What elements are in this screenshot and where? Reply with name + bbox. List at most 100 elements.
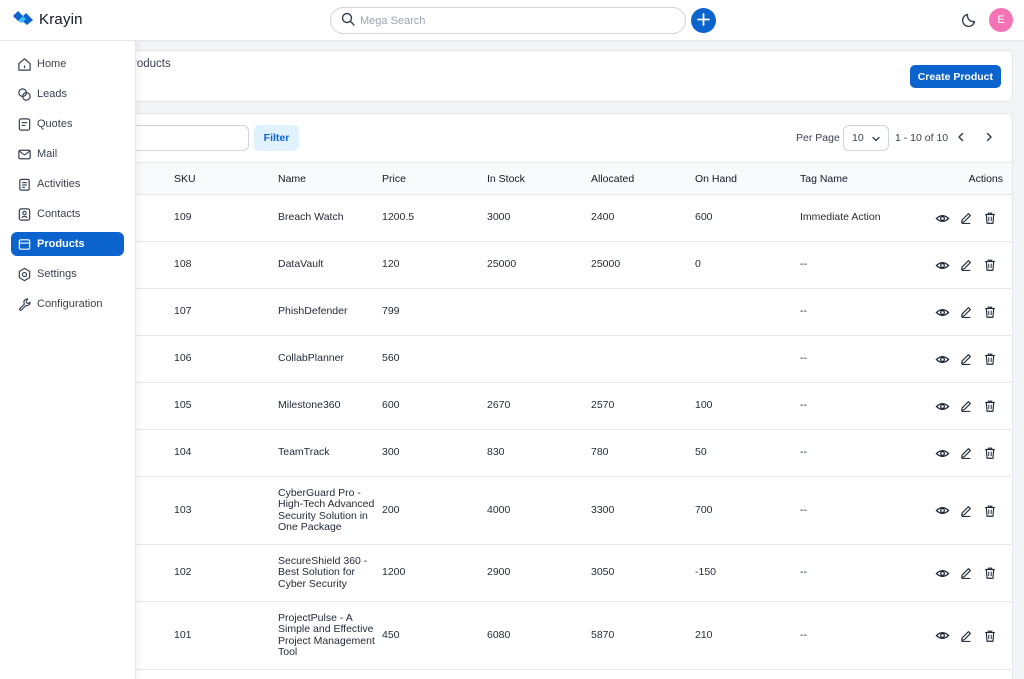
products-table: SKU Name Price In Stock Allocated On Han…: [121, 162, 1012, 670]
header-tag-name[interactable]: Tag Name: [800, 162, 914, 195]
sidebar-item-configuration[interactable]: Configuration: [11, 292, 124, 316]
sidebar-item-mail[interactable]: Mail: [11, 142, 124, 166]
header-actions: Actions: [914, 162, 1012, 195]
view-icon[interactable]: [934, 628, 950, 644]
edit-icon[interactable]: [958, 398, 974, 414]
sidebar-item-settings[interactable]: Settings: [11, 262, 124, 286]
cell-price: 300: [382, 429, 487, 477]
per-page-value: 10: [852, 132, 864, 144]
mail-icon: [16, 146, 32, 162]
delete-icon[interactable]: [982, 304, 998, 320]
user-avatar[interactable]: E: [989, 8, 1013, 32]
delete-icon[interactable]: [982, 351, 998, 367]
sidebar-item-leads[interactable]: Leads: [11, 82, 124, 106]
edit-icon[interactable]: [958, 304, 974, 320]
view-icon[interactable]: [934, 257, 950, 273]
cell-on-hand: 100: [695, 382, 800, 430]
sidebar-item-label: Activities: [37, 178, 81, 190]
activities-icon: [16, 176, 32, 192]
per-page-select[interactable]: 10: [843, 125, 889, 151]
header-name[interactable]: Name: [278, 162, 382, 195]
cell-allocated: 5870: [591, 601, 695, 670]
delete-icon[interactable]: [982, 210, 998, 226]
view-icon[interactable]: [934, 503, 950, 519]
datagrid-toolbar: Filter Per Page 10 1 - 10 of 10: [121, 114, 1012, 162]
filter-button[interactable]: Filter: [254, 125, 299, 151]
dark-mode-toggle[interactable]: [961, 11, 979, 29]
previous-page-button[interactable]: [954, 130, 968, 144]
table-row: 103 CyberGuard Pro - High-Tech Advanced S…: [121, 476, 1012, 545]
search-icon: [341, 12, 355, 29]
header-in-stock[interactable]: In Stock: [487, 162, 591, 195]
datagrid-search-input[interactable]: [121, 125, 249, 151]
sidebar-item-home[interactable]: Home: [11, 52, 124, 76]
cell-sku: 101: [174, 601, 278, 670]
edit-icon[interactable]: [958, 257, 974, 273]
table-header-row: SKU Name Price In Stock Allocated On Han…: [121, 162, 1012, 195]
edit-icon[interactable]: [958, 565, 974, 581]
cell-sku: 105: [174, 382, 278, 430]
cell-tag: --: [800, 429, 914, 477]
sidebar-item-label: Configuration: [37, 298, 103, 310]
cell-in-stock: 830: [487, 429, 591, 477]
sidebar-item-label: Leads: [37, 88, 67, 100]
cell-sku: 106: [174, 335, 278, 383]
edit-icon[interactable]: [958, 503, 974, 519]
view-icon[interactable]: [934, 445, 950, 461]
cell-in-stock: 2900: [487, 544, 591, 602]
header-sku[interactable]: SKU: [174, 162, 278, 195]
cell-allocated: [591, 335, 695, 383]
cell-in-stock: [487, 288, 591, 336]
cell-name: PhishDefender: [278, 288, 382, 336]
sidebar-item-contacts[interactable]: Contacts: [11, 202, 124, 226]
header-on-hand[interactable]: On Hand: [695, 162, 800, 195]
cell-in-stock: 6080: [487, 601, 591, 670]
search-input[interactable]: [360, 14, 660, 27]
header-price[interactable]: Price: [382, 162, 487, 195]
view-icon[interactable]: [934, 210, 950, 226]
table-row: 102 SecureShield 360 - Best Solution for …: [121, 544, 1012, 602]
cell-name: CyberGuard Pro - High-Tech Advanced Secu…: [278, 476, 382, 545]
cell-allocated: 2400: [591, 194, 695, 242]
pagination-info: 1 - 10 of 10: [895, 132, 949, 144]
leads-icon: [16, 86, 32, 102]
create-product-button[interactable]: Create Product: [909, 65, 1001, 88]
delete-icon[interactable]: [982, 445, 998, 461]
edit-icon[interactable]: [958, 628, 974, 644]
delete-icon[interactable]: [982, 503, 998, 519]
cell-name: Breach Watch: [278, 194, 382, 242]
sidebar-item-activities[interactable]: Activities: [11, 172, 124, 196]
view-icon[interactable]: [934, 565, 950, 581]
edit-icon[interactable]: [958, 210, 974, 226]
edit-icon[interactable]: [958, 445, 974, 461]
sidebar-item-products[interactable]: Products: [11, 232, 124, 256]
per-page-label: Per Page: [796, 132, 840, 144]
logo[interactable]: Krayin: [12, 10, 83, 29]
row-actions: [914, 241, 1012, 289]
delete-icon[interactable]: [982, 398, 998, 414]
view-icon[interactable]: [934, 398, 950, 414]
view-icon[interactable]: [934, 304, 950, 320]
cell-on-hand: -150: [695, 544, 800, 602]
plus-icon: [697, 12, 710, 29]
table-row: 107 PhishDefender 799 --: [121, 288, 1012, 336]
cell-name: CollabPlanner: [278, 335, 382, 383]
products-datagrid: Filter Per Page 10 1 - 10 of 10 SKU Name…: [120, 113, 1013, 679]
delete-icon[interactable]: [982, 565, 998, 581]
view-icon[interactable]: [934, 351, 950, 367]
cell-on-hand: 0: [695, 241, 800, 289]
cell-on-hand: 210: [695, 601, 800, 670]
delete-icon[interactable]: [982, 257, 998, 273]
edit-icon[interactable]: [958, 351, 974, 367]
cell-in-stock: 4000: [487, 476, 591, 545]
mega-search[interactable]: [330, 7, 686, 34]
delete-icon[interactable]: [982, 628, 998, 644]
quick-create-button[interactable]: [691, 8, 716, 33]
cell-allocated: 780: [591, 429, 695, 477]
cell-price: 799: [382, 288, 487, 336]
table-row: 104 TeamTrack 300 830 780 50 --: [121, 429, 1012, 477]
sidebar-item-quotes[interactable]: Quotes: [11, 112, 124, 136]
header-allocated[interactable]: Allocated: [591, 162, 695, 195]
next-page-button[interactable]: [982, 130, 996, 144]
cell-name: SecureShield 360 - Best Solution for Cyb…: [278, 544, 382, 602]
